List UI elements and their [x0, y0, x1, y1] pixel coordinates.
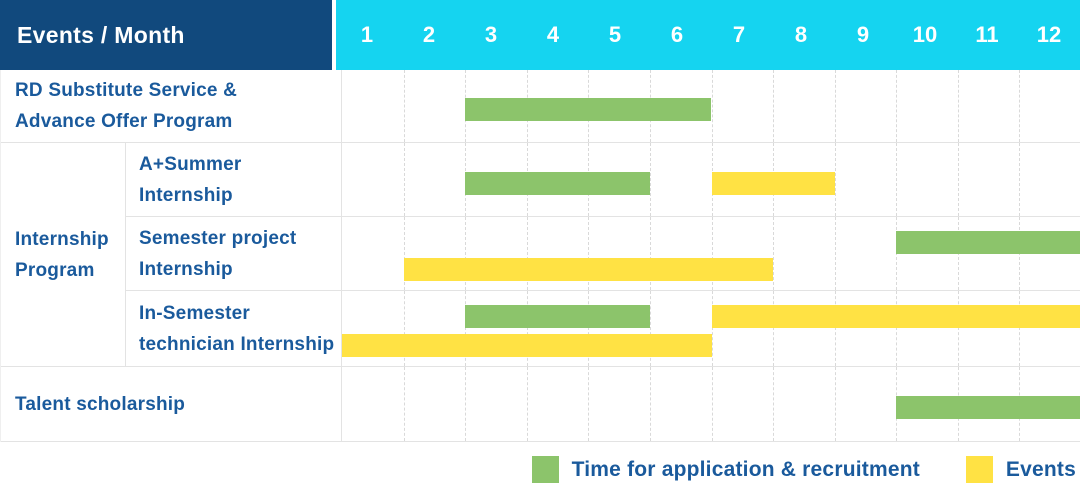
- row-label-semester-project-internship: Semester project Internship: [125, 217, 341, 291]
- yellow-gantt-bar: [342, 334, 712, 357]
- legend-item-application-recruitment: Time for application & recruitment: [531, 456, 920, 483]
- month-gridline: [773, 217, 775, 290]
- table-header-row: Events / Month 1 2 3 4 5 6 7 8 9 10 11 12: [0, 0, 1080, 70]
- month-gridline: [465, 291, 467, 366]
- month-gridline: [1019, 291, 1021, 366]
- month-gridline: [711, 70, 713, 142]
- month-label-9: 9: [856, 22, 870, 47]
- month-label-6: 6: [670, 22, 684, 47]
- row-label-line: Advance Offer Program: [15, 111, 233, 132]
- month-label-4: 4: [546, 22, 560, 47]
- month-gridline: [403, 143, 405, 216]
- month-label-2: 2: [422, 22, 436, 47]
- month-label-10: 10: [912, 22, 938, 47]
- gantt-table-body: RD Substitute Service & Advance Offer Pr…: [0, 70, 1080, 442]
- green-gantt-bar: [465, 171, 650, 195]
- month-label-7: 7: [732, 22, 746, 47]
- row-label-line: Semester project: [139, 227, 297, 249]
- legend-item-events: Events: [965, 456, 1076, 483]
- month-label-8: 8: [794, 22, 808, 47]
- green-gantt-bar: [465, 98, 712, 121]
- chart-row-rd-substitute-service: [341, 70, 1080, 143]
- month-gridline: [834, 70, 836, 142]
- group-label-line: Program: [15, 259, 95, 281]
- yellow-swatch-icon: [965, 456, 993, 483]
- yellow-gantt-bar: [711, 305, 1080, 328]
- month-gridline: [526, 367, 528, 441]
- month-gridline: [403, 217, 405, 290]
- green-gantt-bar: [896, 231, 1080, 254]
- month-gridline: [773, 70, 775, 142]
- green-swatch-icon: [531, 456, 559, 483]
- chart-row-semester-project-internship: [341, 217, 1080, 291]
- month-gridline: [711, 367, 713, 441]
- month-gridline: [896, 70, 898, 142]
- group-label-internship-program: Internship Program: [1, 143, 125, 367]
- yellow-gantt-bar: [711, 171, 835, 195]
- month-gridline: [896, 291, 898, 366]
- month-gridline: [403, 291, 405, 366]
- month-gridline: [588, 217, 590, 290]
- month-gridline: [649, 367, 651, 441]
- chart-row-talent-scholarship: [341, 367, 1080, 442]
- month-gridline: [957, 143, 959, 216]
- legend-label: Events: [1005, 457, 1076, 481]
- green-gantt-bar: [465, 305, 650, 328]
- month-label-1: 1: [360, 22, 374, 47]
- events-month-header-cell: Events / Month: [0, 0, 336, 70]
- row-label-a-summer-internship: A+Summer Internship: [125, 143, 341, 217]
- row-label-line: Internship: [139, 184, 233, 206]
- month-label-12: 12: [1036, 22, 1062, 47]
- month-gridline: [1019, 143, 1021, 216]
- row-label-line: A+Summer: [139, 153, 242, 175]
- month-gridline: [403, 367, 405, 441]
- row-label-line: Talent scholarship: [15, 393, 186, 415]
- month-gridline: [834, 291, 836, 366]
- month-gridline: [834, 367, 836, 441]
- row-label-rd-substitute-service: RD Substitute Service & Advance Offer Pr…: [1, 70, 341, 143]
- row-label-in-semester-technician-internship: In-Semester technician Internship: [125, 291, 341, 367]
- month-gridline: [711, 291, 713, 366]
- month-gridline: [649, 291, 651, 366]
- row-label-talent-scholarship: Talent scholarship: [1, 367, 341, 442]
- chart-row-in-semester-technician-internship: [341, 291, 1080, 367]
- chart-row-a-summer-internship: [341, 143, 1080, 217]
- month-gridline: [1019, 70, 1021, 142]
- month-gridline: [834, 217, 836, 290]
- month-gridline: [588, 291, 590, 366]
- row-label-line: RD Substitute Service &: [15, 80, 238, 101]
- month-gridline: [957, 70, 959, 142]
- row-label-line: technician Internship: [139, 333, 335, 355]
- month-gridline: [465, 217, 467, 290]
- month-gridline: [403, 70, 405, 142]
- month-label-5: 5: [608, 22, 622, 47]
- month-gridline: [711, 217, 713, 290]
- month-gridline: [773, 367, 775, 441]
- legend-label: Time for application & recruitment: [571, 457, 920, 481]
- row-label-line: Internship: [139, 258, 233, 280]
- month-gridline: [834, 143, 836, 216]
- month-gridline: [896, 143, 898, 216]
- month-header-row: 1 2 3 4 5 6 7 8 9 10 11 12: [336, 0, 1080, 70]
- events-month-title: Events / Month: [17, 21, 185, 48]
- yellow-gantt-bar: [403, 258, 774, 281]
- month-label-11: 11: [975, 22, 999, 47]
- month-gridline: [465, 367, 467, 441]
- month-gridline: [588, 367, 590, 441]
- month-gridline: [649, 217, 651, 290]
- green-gantt-bar: [896, 396, 1080, 419]
- month-label-3: 3: [484, 22, 498, 47]
- month-gridline: [649, 143, 651, 216]
- group-label-line: Internship: [15, 228, 109, 250]
- row-label-line: In-Semester: [139, 302, 250, 324]
- month-gridline: [526, 217, 528, 290]
- month-gridline: [773, 291, 775, 366]
- legend: Time for application & recruitment Event…: [531, 456, 1076, 483]
- month-gridline: [526, 291, 528, 366]
- month-gridline: [957, 291, 959, 366]
